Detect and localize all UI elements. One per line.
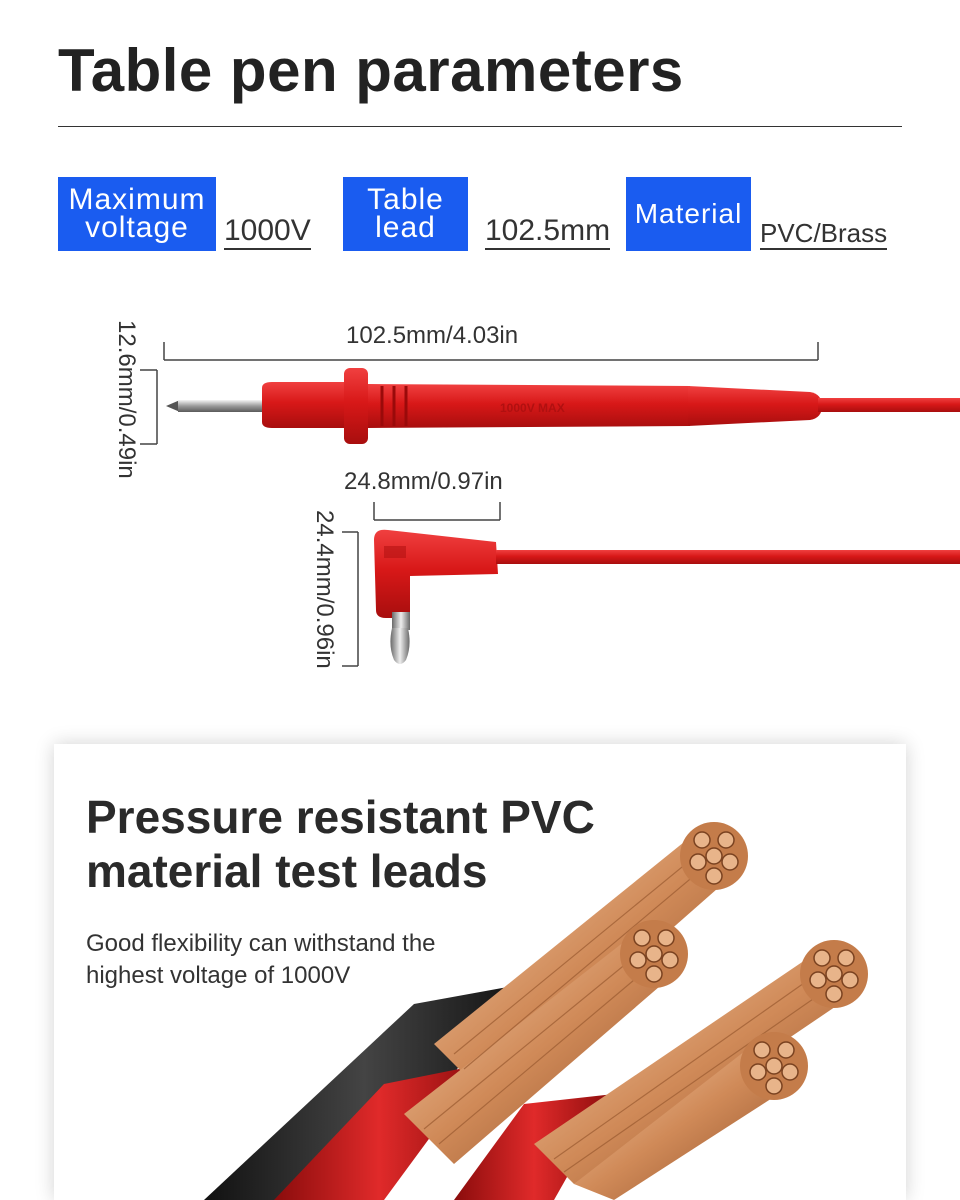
probe-diagram: 1000V MAX [140, 342, 960, 667]
probe-marking: 1000V MAX [500, 401, 565, 415]
plug-cable [496, 550, 960, 564]
card-pointer [454, 718, 502, 744]
spec-badge-material: Material [626, 177, 751, 251]
plug-width-label: 24.8mm/0.97in [344, 468, 503, 495]
spec-label: Maximum voltage [68, 183, 206, 244]
copper-strand-ends [620, 822, 868, 1100]
title-divider [58, 126, 902, 127]
probe-body: 1000V MAX [262, 368, 822, 444]
spec-label: Material [634, 198, 743, 229]
probe-length-label: 102.5mm/4.03in [346, 322, 519, 349]
feature-heading: Pressure resistant PVC material test lea… [86, 790, 606, 898]
probe-tip [166, 400, 270, 412]
probe-diameter-label: 12.6mm/0.49in [113, 320, 140, 479]
feature-card: Pressure resistant PVC material test lea… [54, 744, 906, 1200]
spec-value-material: PVC/Brass [760, 218, 888, 250]
spec-badge-table-lead: Table lead [343, 177, 468, 251]
spec-badge-maximum-voltage: Maximum voltage [58, 177, 216, 251]
feature-description-line1: Good flexibility can withstand the [86, 930, 436, 957]
plug-height-label: 24.4mm/0.96in [311, 510, 338, 669]
plug-width-dimension-line [373, 502, 501, 521]
spec-value-table-lead: 102.5mm [485, 214, 611, 250]
cable-illustration [204, 822, 868, 1200]
feature-description: Good flexibility can withstand the highe… [86, 928, 506, 992]
copper-strands [404, 834, 854, 1200]
probe-cable [818, 398, 960, 412]
spec-label: Table lead [367, 183, 444, 244]
feature-heading-line2: material test leads [86, 845, 488, 897]
page-title: Table pen parameters [58, 37, 684, 104]
length-dimension-line [163, 342, 819, 361]
banana-plug [374, 529, 498, 664]
feature-heading-line1: Pressure resistant PVC [86, 791, 595, 843]
plug-height-dimension-line [342, 531, 359, 667]
diameter-dimension-line [140, 369, 158, 445]
spec-value-maximum-voltage: 1000V [224, 214, 311, 250]
feature-description-line2: highest voltage of 1000V [86, 962, 351, 989]
